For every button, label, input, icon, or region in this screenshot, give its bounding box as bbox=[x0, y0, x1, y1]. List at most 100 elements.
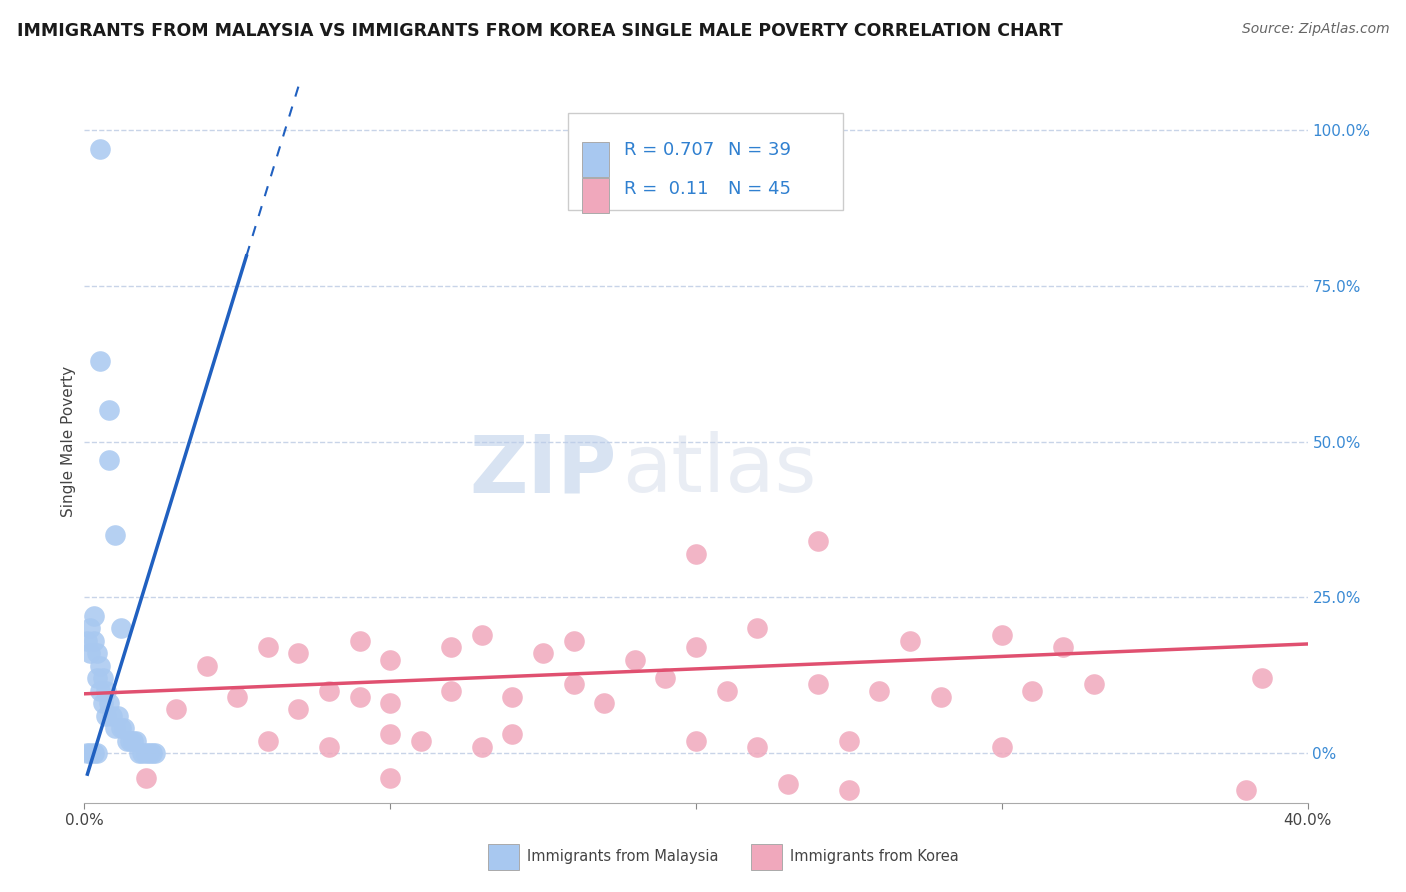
Point bbox=[807, 534, 830, 549]
FancyBboxPatch shape bbox=[582, 178, 609, 213]
Point bbox=[898, 633, 921, 648]
Point bbox=[318, 739, 340, 754]
Point bbox=[86, 646, 108, 660]
Point bbox=[502, 727, 524, 741]
Point bbox=[122, 733, 145, 747]
Point bbox=[91, 671, 114, 685]
Point bbox=[138, 746, 160, 760]
Point bbox=[104, 721, 127, 735]
Point bbox=[86, 746, 108, 760]
Text: ZIP: ZIP bbox=[470, 432, 616, 509]
Text: Immigrants from Korea: Immigrants from Korea bbox=[790, 849, 959, 864]
Point bbox=[79, 621, 101, 635]
Point bbox=[562, 633, 585, 648]
Point bbox=[929, 690, 952, 704]
Point bbox=[747, 621, 769, 635]
Point bbox=[91, 696, 114, 710]
Point bbox=[287, 702, 309, 716]
Point bbox=[807, 677, 830, 691]
Point bbox=[257, 733, 280, 747]
Point bbox=[747, 739, 769, 754]
Point bbox=[79, 746, 101, 760]
Point bbox=[143, 746, 166, 760]
Point bbox=[685, 733, 707, 747]
Point bbox=[380, 696, 402, 710]
Point bbox=[101, 708, 124, 723]
FancyBboxPatch shape bbox=[751, 844, 782, 870]
Point bbox=[89, 658, 111, 673]
Point bbox=[685, 640, 707, 654]
Point bbox=[76, 746, 98, 760]
Point bbox=[1236, 783, 1258, 797]
Point bbox=[502, 690, 524, 704]
Point bbox=[471, 627, 494, 641]
Point bbox=[83, 746, 105, 760]
Point bbox=[409, 733, 432, 747]
Point bbox=[97, 403, 120, 417]
Point bbox=[380, 771, 402, 785]
Point bbox=[991, 627, 1014, 641]
Point bbox=[107, 708, 129, 723]
Text: R =  0.11: R = 0.11 bbox=[624, 180, 709, 198]
Point bbox=[110, 721, 132, 735]
Text: N = 39: N = 39 bbox=[728, 141, 790, 159]
Point bbox=[83, 633, 105, 648]
Point bbox=[654, 671, 676, 685]
Point bbox=[531, 646, 554, 660]
Point bbox=[89, 142, 111, 156]
Point bbox=[94, 683, 117, 698]
Point bbox=[287, 646, 309, 660]
Point bbox=[776, 777, 799, 791]
Point bbox=[112, 721, 135, 735]
Point bbox=[135, 771, 157, 785]
Point bbox=[349, 633, 371, 648]
Point bbox=[97, 696, 120, 710]
FancyBboxPatch shape bbox=[582, 142, 609, 177]
Point bbox=[115, 733, 138, 747]
Point bbox=[380, 652, 402, 666]
Point bbox=[1052, 640, 1074, 654]
Point bbox=[165, 702, 187, 716]
Point bbox=[83, 609, 105, 624]
Point bbox=[89, 683, 111, 698]
Text: Immigrants from Malaysia: Immigrants from Malaysia bbox=[527, 849, 718, 864]
Point bbox=[79, 646, 101, 660]
Point bbox=[120, 733, 142, 747]
Point bbox=[562, 677, 585, 691]
FancyBboxPatch shape bbox=[568, 112, 842, 211]
Point bbox=[257, 640, 280, 654]
Text: Source: ZipAtlas.com: Source: ZipAtlas.com bbox=[1241, 22, 1389, 37]
Point bbox=[869, 683, 891, 698]
Point bbox=[195, 658, 218, 673]
Point bbox=[349, 690, 371, 704]
Point bbox=[110, 621, 132, 635]
Point bbox=[440, 683, 463, 698]
Point bbox=[685, 547, 707, 561]
Point bbox=[89, 353, 111, 368]
Point bbox=[838, 783, 860, 797]
Point bbox=[226, 690, 249, 704]
Text: IMMIGRANTS FROM MALAYSIA VS IMMIGRANTS FROM KOREA SINGLE MALE POVERTY CORRELATIO: IMMIGRANTS FROM MALAYSIA VS IMMIGRANTS F… bbox=[17, 22, 1063, 40]
Point bbox=[125, 733, 148, 747]
Point bbox=[838, 733, 860, 747]
Point bbox=[97, 453, 120, 467]
Point bbox=[593, 696, 616, 710]
Point bbox=[131, 746, 153, 760]
Point bbox=[94, 708, 117, 723]
Y-axis label: Single Male Poverty: Single Male Poverty bbox=[60, 366, 76, 517]
Point bbox=[991, 739, 1014, 754]
Point bbox=[135, 746, 157, 760]
Point bbox=[86, 671, 108, 685]
Text: atlas: atlas bbox=[623, 432, 817, 509]
Point bbox=[76, 633, 98, 648]
Point bbox=[104, 528, 127, 542]
Point bbox=[1250, 671, 1272, 685]
FancyBboxPatch shape bbox=[488, 844, 519, 870]
Point bbox=[128, 746, 150, 760]
Point bbox=[471, 739, 494, 754]
Text: N = 45: N = 45 bbox=[728, 180, 790, 198]
Point bbox=[318, 683, 340, 698]
Point bbox=[1083, 677, 1105, 691]
Point bbox=[380, 727, 402, 741]
Point bbox=[716, 683, 738, 698]
